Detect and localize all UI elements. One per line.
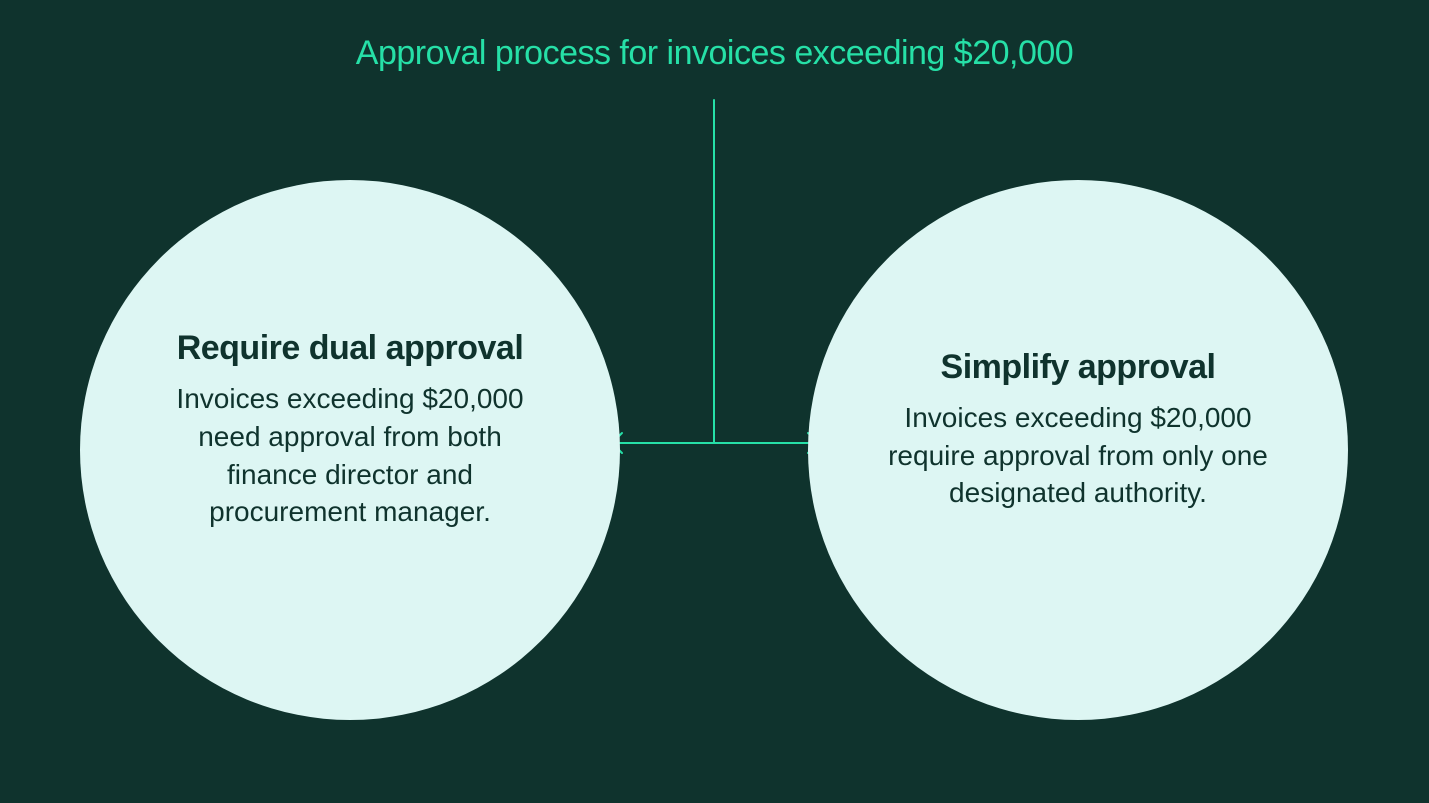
node-description: Invoices exceeding $20,000 require appro… [888, 399, 1268, 512]
node-description: Invoices exceeding $20,000 need approval… [160, 380, 540, 531]
node-dual-approval: Require dual approval Invoices exceeding … [80, 180, 620, 720]
diagram-canvas: Approval process for invoices exceeding … [0, 0, 1429, 803]
node-simplify-approval: Simplify approval Invoices exceeding $20,… [808, 180, 1348, 720]
page-title: Approval process for invoices exceeding … [0, 34, 1429, 73]
node-title: Require dual approval [160, 329, 540, 368]
node-title: Simplify approval [888, 348, 1268, 387]
